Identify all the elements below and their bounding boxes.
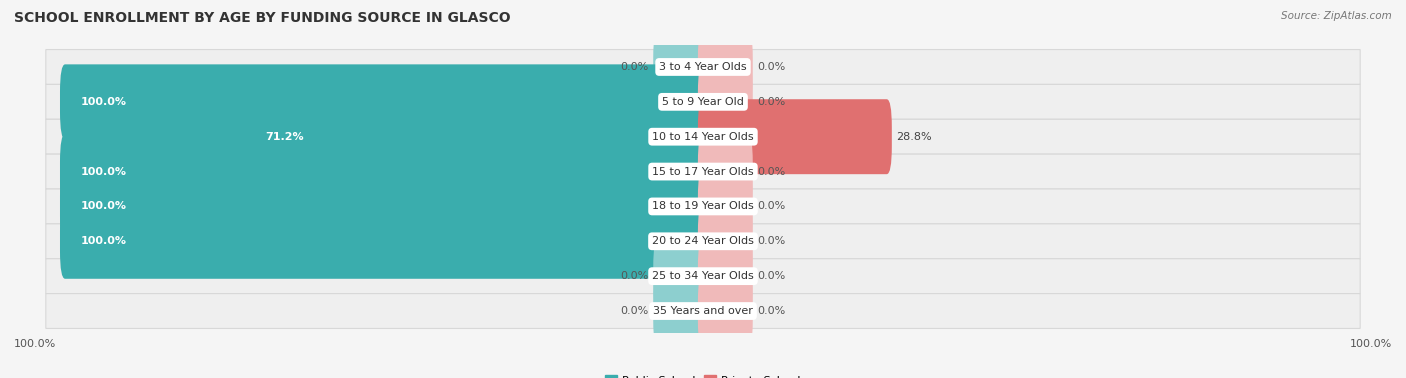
Text: 0.0%: 0.0% [758, 236, 786, 246]
Text: 0.0%: 0.0% [620, 271, 648, 281]
Text: 100.0%: 100.0% [14, 339, 56, 349]
Text: 100.0%: 100.0% [82, 236, 127, 246]
Text: 0.0%: 0.0% [758, 97, 786, 107]
FancyBboxPatch shape [697, 134, 752, 209]
FancyBboxPatch shape [654, 239, 709, 314]
FancyBboxPatch shape [654, 274, 709, 349]
FancyBboxPatch shape [697, 29, 752, 104]
FancyBboxPatch shape [46, 259, 1360, 294]
FancyBboxPatch shape [60, 204, 709, 279]
FancyBboxPatch shape [243, 99, 709, 174]
Text: SCHOOL ENROLLMENT BY AGE BY FUNDING SOURCE IN GLASCO: SCHOOL ENROLLMENT BY AGE BY FUNDING SOUR… [14, 11, 510, 25]
Text: 10 to 14 Year Olds: 10 to 14 Year Olds [652, 132, 754, 142]
Legend: Public School, Private School: Public School, Private School [600, 371, 806, 378]
FancyBboxPatch shape [697, 239, 752, 314]
Text: Source: ZipAtlas.com: Source: ZipAtlas.com [1281, 11, 1392, 21]
FancyBboxPatch shape [46, 50, 1360, 84]
FancyBboxPatch shape [46, 154, 1360, 189]
FancyBboxPatch shape [654, 29, 709, 104]
Text: 20 to 24 Year Olds: 20 to 24 Year Olds [652, 236, 754, 246]
FancyBboxPatch shape [60, 134, 709, 209]
FancyBboxPatch shape [60, 64, 709, 139]
FancyBboxPatch shape [46, 189, 1360, 224]
Text: 28.8%: 28.8% [896, 132, 932, 142]
FancyBboxPatch shape [697, 169, 752, 244]
Text: 0.0%: 0.0% [758, 306, 786, 316]
FancyBboxPatch shape [697, 64, 752, 139]
Text: 100.0%: 100.0% [1350, 339, 1392, 349]
Text: 0.0%: 0.0% [758, 271, 786, 281]
FancyBboxPatch shape [697, 274, 752, 349]
FancyBboxPatch shape [697, 204, 752, 279]
Text: 0.0%: 0.0% [620, 306, 648, 316]
Text: 71.2%: 71.2% [264, 132, 304, 142]
FancyBboxPatch shape [46, 119, 1360, 154]
Text: 0.0%: 0.0% [758, 167, 786, 177]
Text: 100.0%: 100.0% [82, 201, 127, 211]
Text: 100.0%: 100.0% [82, 167, 127, 177]
Text: 0.0%: 0.0% [758, 201, 786, 211]
Text: 15 to 17 Year Olds: 15 to 17 Year Olds [652, 167, 754, 177]
FancyBboxPatch shape [60, 169, 709, 244]
Text: 18 to 19 Year Olds: 18 to 19 Year Olds [652, 201, 754, 211]
FancyBboxPatch shape [46, 224, 1360, 259]
Text: 5 to 9 Year Old: 5 to 9 Year Old [662, 97, 744, 107]
FancyBboxPatch shape [46, 84, 1360, 119]
Text: 0.0%: 0.0% [758, 62, 786, 72]
Text: 25 to 34 Year Olds: 25 to 34 Year Olds [652, 271, 754, 281]
Text: 35 Years and over: 35 Years and over [652, 306, 754, 316]
Text: 0.0%: 0.0% [620, 62, 648, 72]
FancyBboxPatch shape [697, 99, 891, 174]
Text: 100.0%: 100.0% [82, 97, 127, 107]
Text: 3 to 4 Year Olds: 3 to 4 Year Olds [659, 62, 747, 72]
FancyBboxPatch shape [46, 294, 1360, 328]
